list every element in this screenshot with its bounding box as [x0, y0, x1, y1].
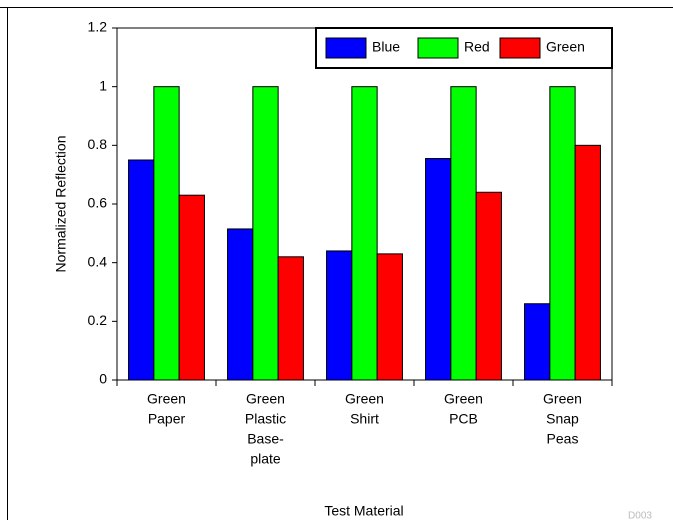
bar	[128, 159, 155, 381]
x-tick-label: Green	[246, 391, 285, 407]
x-tick-label: Base-	[247, 431, 284, 447]
y-tick-label: 0.6	[88, 195, 108, 211]
x-tick-label: Paper	[148, 411, 186, 427]
x-tick-label: Green	[444, 391, 483, 407]
bar	[549, 86, 576, 381]
y-tick-label: 1.2	[88, 19, 108, 35]
y-tick-label: 0.8	[88, 136, 108, 152]
bar	[277, 256, 304, 381]
legend-label: Blue	[372, 39, 400, 55]
x-tick-label: Plastic	[245, 411, 286, 427]
legend-label: Green	[546, 39, 585, 55]
y-tick-label: 0	[99, 371, 107, 387]
y-tick-label: 0.2	[88, 312, 108, 328]
x-tick-label: plate	[250, 451, 281, 467]
legend-label: Red	[464, 39, 490, 55]
bar	[351, 86, 378, 381]
x-tick-label: PCB	[449, 411, 478, 427]
y-tick-label: 1	[99, 77, 107, 93]
y-tick-label: 0.4	[88, 253, 108, 269]
x-tick-label: Peas	[547, 431, 579, 447]
legend-swatch	[325, 37, 367, 59]
bar	[450, 86, 477, 381]
legend-swatch	[417, 37, 459, 59]
legend-swatch	[499, 37, 541, 59]
x-tick-label: Green	[345, 391, 384, 407]
bar	[475, 191, 502, 381]
bar	[252, 86, 279, 381]
bar	[574, 144, 601, 381]
x-axis-title: Test Material	[324, 503, 403, 519]
bar	[524, 303, 551, 381]
bar	[153, 86, 180, 381]
x-tick-label: Green	[147, 391, 186, 407]
y-axis-title: Normalized Reflection	[53, 136, 69, 273]
bar	[326, 250, 353, 381]
bar	[227, 228, 254, 381]
bar	[178, 194, 205, 381]
x-tick-label: Green	[543, 391, 582, 407]
x-tick-label: Snap	[546, 411, 579, 427]
bar	[376, 253, 403, 381]
x-tick-label: Shirt	[350, 411, 379, 427]
bar	[425, 158, 452, 381]
figure-id: D003	[628, 511, 652, 520]
